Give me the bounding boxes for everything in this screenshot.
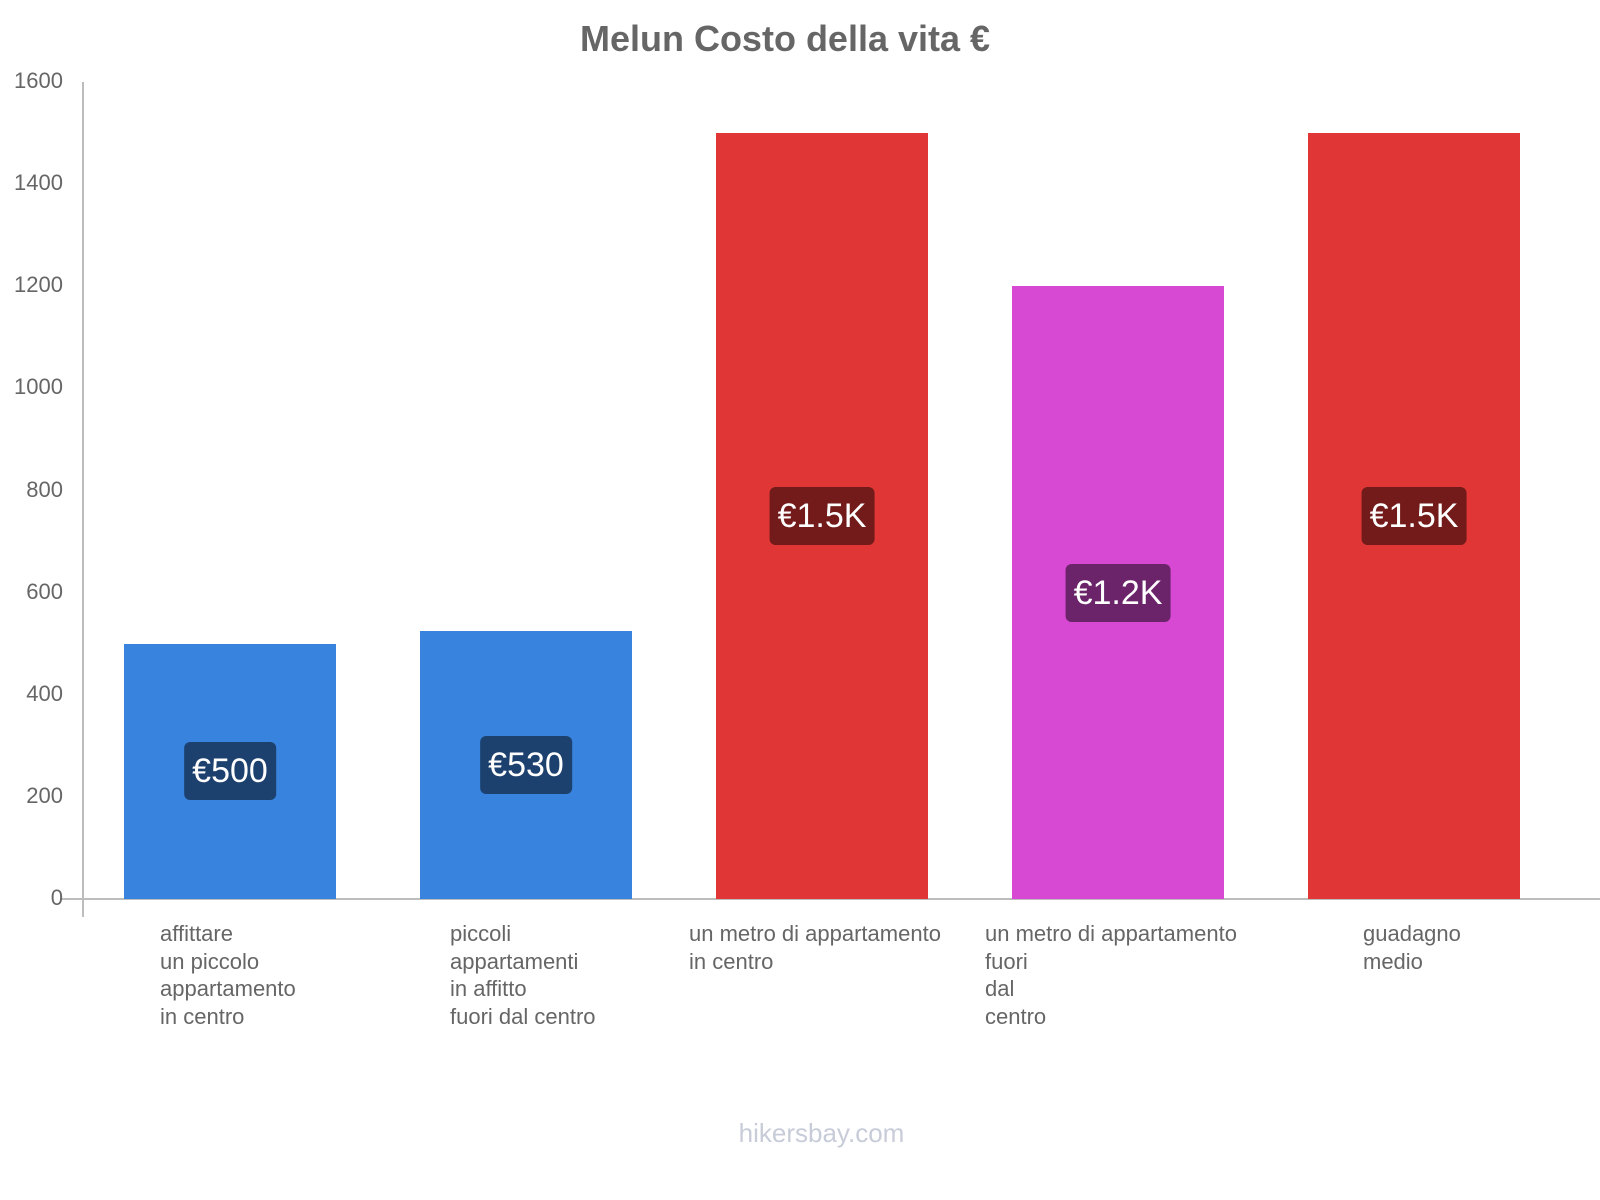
y-tick-mark bbox=[64, 899, 82, 900]
y-tick-label: 200 bbox=[26, 782, 63, 808]
value-label-badge: €1.5K bbox=[769, 487, 875, 546]
value-label-badge: €1.2K bbox=[1065, 563, 1171, 622]
y-tick-label: 400 bbox=[26, 680, 63, 706]
y-axis-line bbox=[82, 82, 84, 917]
y-tick-label: 1600 bbox=[14, 68, 63, 93]
y-tick-label: 1400 bbox=[14, 170, 63, 196]
y-tick-label: 1000 bbox=[14, 374, 63, 400]
value-label-badge: €1.5K bbox=[1361, 487, 1467, 546]
value-label-badge: €530 bbox=[480, 735, 572, 794]
x-category-label: un metro di appartamento fuori dal centr… bbox=[985, 921, 1237, 1029]
y-tick-label: 800 bbox=[26, 476, 63, 502]
value-label-badge: €500 bbox=[184, 742, 276, 801]
x-category-label: guadagno medio bbox=[1363, 921, 1461, 974]
x-category-label: un metro di appartamento in centro bbox=[689, 921, 941, 974]
y-tick-label: 600 bbox=[26, 578, 63, 604]
x-category-label: affittare un piccolo appartamento in cen… bbox=[160, 921, 296, 1029]
watermark: hikersbay.com bbox=[738, 1118, 905, 1148]
chart-title: Melun Costo della vita € bbox=[579, 18, 991, 59]
x-axis-line bbox=[62, 898, 1600, 900]
y-tick-label: 1200 bbox=[14, 272, 63, 298]
x-category-label: piccoli appartamenti in affitto fuori da… bbox=[450, 921, 596, 1029]
y-tick-label: 0 bbox=[50, 885, 63, 910]
